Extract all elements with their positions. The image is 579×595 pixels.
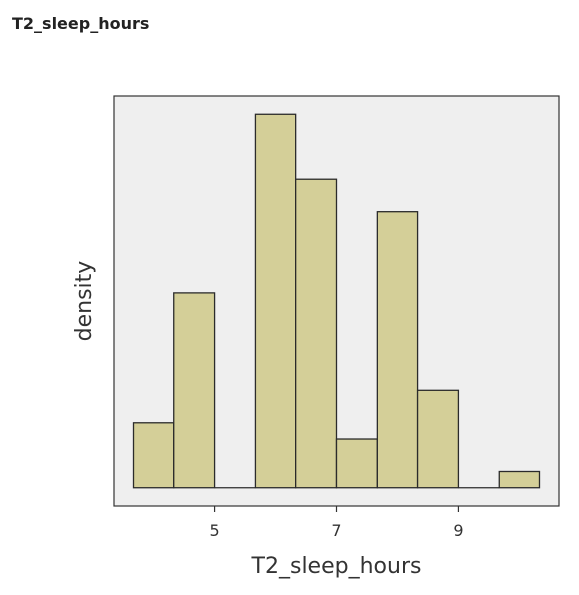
histogram-bar [132,422,175,489]
x-tick-label: 5 [209,521,219,540]
histogram-bars [132,113,541,489]
histogram-bar [416,389,460,489]
x-axis: 5 7 9 [209,506,464,540]
histogram-bar [173,292,216,489]
histogram-bar [498,470,541,489]
histogram-bar [335,438,378,489]
page-title: T2_sleep_hours [12,14,150,33]
x-tick-label: 9 [453,521,463,540]
histogram-bar [295,178,338,489]
x-axis-title: T2_sleep_hours [251,554,422,579]
x-tick-label: 7 [331,521,341,540]
y-axis-title: density [72,261,97,342]
histogram-bar [376,211,419,489]
histogram-bar [254,113,297,489]
